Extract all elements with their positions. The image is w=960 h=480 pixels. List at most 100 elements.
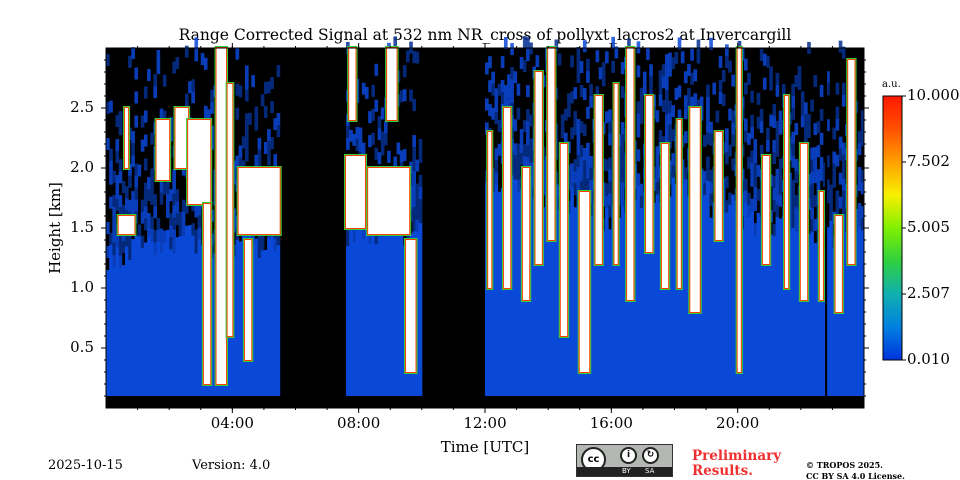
- noise-cell: [181, 199, 186, 212]
- noise-cell: [503, 37, 508, 50]
- aerosol-column: [147, 237, 151, 396]
- noise-cell: [589, 179, 593, 192]
- noise-cell: [346, 233, 350, 246]
- noise-cell: [639, 195, 644, 208]
- aerosol-column: [807, 245, 811, 396]
- aerosol-column: [810, 231, 814, 396]
- noise-cell: [510, 79, 514, 92]
- noise-cell: [393, 36, 398, 49]
- noise-cell: [147, 69, 151, 82]
- noise-cell: [813, 159, 818, 172]
- noise-cell: [270, 101, 274, 114]
- noise-cell: [826, 119, 830, 132]
- noise-cell: [415, 183, 420, 196]
- noise-cell: [131, 203, 135, 216]
- noise-cell: [721, 93, 726, 106]
- noise-cell: [775, 192, 780, 205]
- noise-cell: [371, 108, 375, 121]
- noise-cell: [361, 142, 366, 155]
- noise-cell: [244, 113, 249, 126]
- noise-cell: [276, 125, 281, 138]
- noise-cell: [769, 66, 773, 79]
- noise-cell: [494, 88, 499, 101]
- noise-cell: [500, 80, 505, 93]
- aerosol-column: [652, 202, 657, 396]
- noise-cell: [573, 111, 578, 124]
- noise-cell: [766, 55, 770, 68]
- noise-cell: [807, 125, 811, 138]
- noise-cell: [838, 148, 843, 161]
- noise-cell: [522, 36, 527, 49]
- cloud-saturated: [819, 192, 823, 300]
- noise-cell: [706, 84, 710, 97]
- noise-cell: [150, 216, 154, 229]
- noise-cell: [210, 101, 214, 114]
- noise-cell: [526, 109, 530, 122]
- noise-cell: [769, 114, 773, 127]
- noise-cell: [857, 143, 862, 156]
- noise-cell: [721, 69, 726, 82]
- colorbar-tick-label: 7.502: [907, 152, 950, 170]
- noise-cell: [838, 40, 843, 53]
- noise-cell: [109, 196, 113, 209]
- aerosol-column: [535, 187, 540, 396]
- noise-cell: [860, 170, 865, 183]
- aerosol-column: [702, 194, 707, 396]
- noise-cell: [750, 90, 754, 103]
- aerosol-column: [156, 242, 161, 396]
- noise-cell: [810, 195, 814, 208]
- noise-cell: [712, 82, 717, 95]
- noise-cell: [153, 194, 158, 207]
- noise-cell: [709, 193, 713, 206]
- noise-cell: [573, 171, 578, 184]
- noise-cell: [807, 113, 811, 126]
- noise-cell: [235, 83, 240, 96]
- noise-cell: [762, 53, 767, 66]
- noise-cell: [810, 99, 814, 112]
- noise-cell: [803, 114, 808, 127]
- noise-cell: [671, 57, 675, 70]
- noise-cell: [147, 177, 151, 190]
- noise-cell: [706, 168, 710, 181]
- noise-cell: [494, 112, 499, 125]
- noise-cell: [418, 174, 423, 187]
- aerosol-column: [538, 206, 543, 396]
- noise-cell: [725, 128, 729, 141]
- noise-cell: [251, 75, 255, 88]
- noise-cell: [636, 113, 641, 126]
- aerosol-column: [235, 239, 240, 396]
- cloud-saturated: [548, 48, 555, 240]
- cloud-saturated: [368, 168, 410, 234]
- noise-cell: [636, 101, 641, 114]
- aerosol-column: [785, 234, 789, 396]
- noise-cell: [377, 128, 382, 141]
- noise-cell: [121, 205, 126, 218]
- noise-cell: [516, 167, 521, 180]
- noise-cell: [608, 169, 612, 182]
- aerosol-column: [131, 239, 135, 396]
- noise-cell: [605, 111, 609, 124]
- cloud-saturated: [156, 120, 170, 180]
- noise-cell: [636, 65, 641, 78]
- noise-cell: [106, 245, 110, 258]
- noise-cell: [797, 77, 802, 90]
- noise-cell: [620, 158, 625, 171]
- noise-cell: [412, 147, 417, 160]
- noise-cell: [172, 241, 176, 254]
- noise-cell: [175, 201, 180, 214]
- noise-cell: [418, 150, 423, 163]
- noise-cell: [683, 95, 688, 108]
- cloud-saturated: [646, 96, 653, 252]
- noise-cell: [775, 132, 780, 145]
- noise-cell: [589, 167, 593, 180]
- noise-cell: [131, 143, 135, 156]
- cloud-saturated: [406, 240, 416, 372]
- noise-cell: [570, 163, 574, 176]
- noise-cell: [377, 152, 382, 165]
- noise-cell: [260, 94, 265, 107]
- noise-cell: [162, 230, 167, 243]
- noise-cell: [661, 100, 666, 113]
- noise-cell: [197, 215, 202, 228]
- noise-cell: [172, 181, 176, 194]
- aerosol-column: [788, 232, 792, 396]
